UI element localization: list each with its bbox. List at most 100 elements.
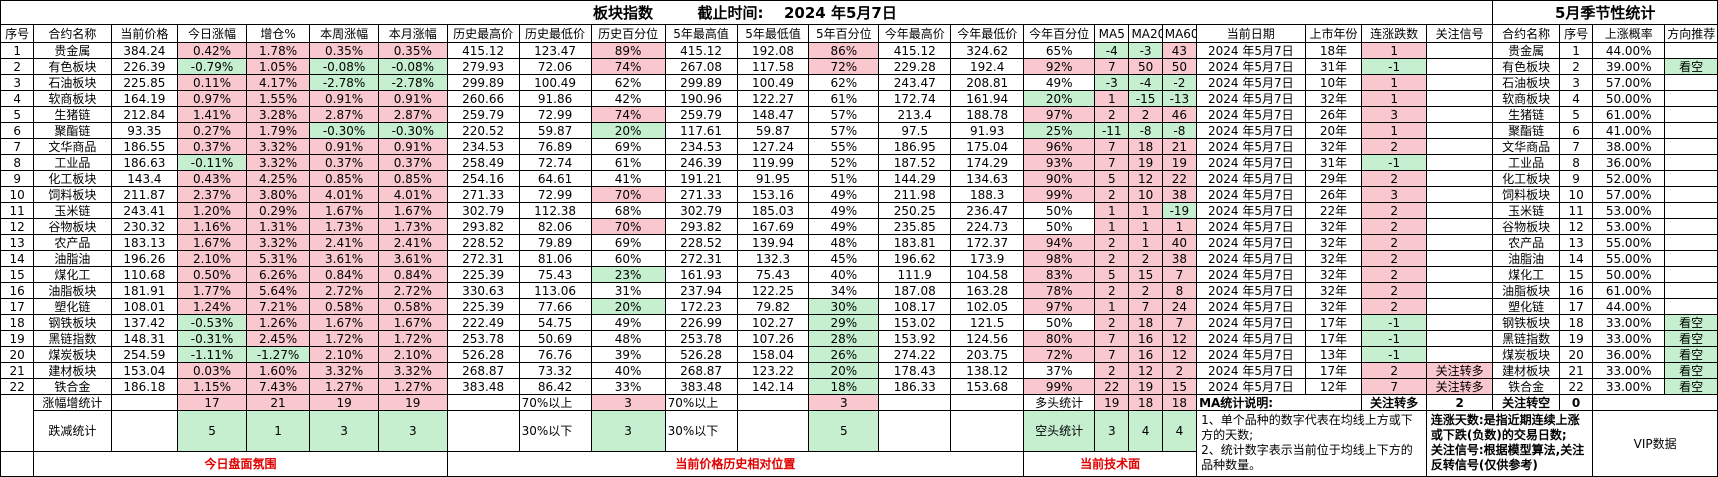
table-cell: 1.16% [177, 218, 247, 235]
table-cell: 122.27 [736, 90, 810, 107]
table-cell: 油脂油 [33, 250, 112, 267]
table-cell: 2 [1361, 234, 1427, 251]
table-cell: 302.79 [664, 202, 738, 219]
table-cell: 3.32% [245, 138, 311, 155]
table-cell: 建材板块 [33, 362, 112, 379]
table-cell: 石油板块 [1492, 74, 1560, 91]
table-cell: 2 [1094, 186, 1130, 203]
table-cell: 102.05 [950, 298, 1025, 315]
rise-week: 19 [309, 394, 379, 411]
table-cell: 7 [1161, 266, 1198, 283]
table-row: 19 黑链指数 148.31 -0.31% 2.45% 1.72% 1.72% 253.78 5… [0, 330, 1718, 347]
table-cell: 2024 年5月7日 [1196, 58, 1306, 75]
table-cell: 2024 年5月7日 [1196, 314, 1306, 331]
table-cell: 121.5 [950, 314, 1025, 331]
table-cell: 324.62 [950, 42, 1025, 59]
table-cell: 137.42 [110, 314, 179, 331]
table-cell: 2.45% [245, 330, 311, 347]
table-cell: 1 [1128, 234, 1163, 251]
table-cell: 2 [1361, 202, 1427, 219]
cutoff-date: 2024 年5月7日 [783, 3, 897, 22]
table-cell [1425, 202, 1494, 219]
ma-note-2: 2、统计数字表示当前位于均线上下方的品种数量。 [1201, 443, 1413, 472]
table-cell [1425, 154, 1494, 171]
table-cell: 196.62 [878, 250, 952, 267]
table-cell: 聚酯链 [1492, 122, 1560, 139]
table-cell: 10 [0, 186, 35, 203]
table-cell [1664, 106, 1718, 123]
table-cell: 102.27 [736, 314, 810, 331]
table-cell: 7 [0, 138, 35, 155]
table-cell: -1.11% [177, 346, 247, 363]
header-cell: 当前日期 [1196, 24, 1306, 43]
table-cell: 0.58% [309, 298, 379, 315]
table-cell: 建材板块 [1492, 362, 1560, 379]
table-cell: 贵金属 [33, 42, 112, 59]
table-cell: 272.31 [446, 250, 520, 267]
table-cell: 4.01% [309, 186, 379, 203]
table-cell: 12 [0, 218, 35, 235]
table-cell: 172.37 [950, 234, 1025, 251]
table-cell: -0.31% [177, 330, 247, 347]
table-cell: 60% [590, 250, 666, 267]
hist-above-label: 70%以上 [518, 394, 592, 411]
table-cell: 2 [1094, 250, 1130, 267]
table-cell: 61% [590, 154, 666, 171]
header-cell: 历史最低价 [518, 24, 592, 43]
table-cell: 190.96 [664, 90, 738, 107]
table-cell: 9 [1558, 170, 1594, 187]
table-cell: 0.84% [309, 266, 379, 283]
table-cell: 50 [1161, 58, 1198, 75]
table-cell: 7.43% [245, 378, 311, 395]
table-cell: 254.16 [446, 170, 520, 187]
table-cell: 161.94 [950, 90, 1025, 107]
table-cell [1664, 186, 1718, 203]
table-cell: 293.82 [446, 218, 520, 235]
table-row: 11 玉米链 243.41 1.20% 0.29% 1.67% 1.67% 302.79 112… [0, 202, 1718, 219]
bull-label: 多头统计 [1023, 394, 1096, 411]
table-cell: 191.21 [664, 170, 738, 187]
table-cell: 2024 年5月7日 [1196, 90, 1306, 107]
fall-week: 3 [309, 410, 379, 452]
table-cell: 22 [0, 378, 35, 395]
table-cell: 64.61 [518, 170, 592, 187]
table-cell [1664, 282, 1718, 299]
table-row: 14 油脂油 196.26 2.10% 5.31% 3.61% 3.61% 272.31 81.… [0, 250, 1718, 267]
title-spacer [0, 0, 592, 25]
table-cell: 271.33 [446, 186, 520, 203]
table-cell: 3.61% [377, 250, 448, 267]
table-cell: 188.78 [950, 106, 1025, 123]
table-cell: 1.05% [245, 58, 311, 75]
table-cell: 48% [808, 234, 880, 251]
table-cell: -0.30% [377, 122, 448, 139]
table-cell: 212.84 [110, 106, 179, 123]
table-cell: 8 [0, 154, 35, 171]
table-cell: 41% [590, 170, 666, 187]
table-cell: 234.53 [446, 138, 520, 155]
table-cell: 226.39 [110, 58, 179, 75]
table-cell: 225.39 [446, 266, 520, 283]
header-cell: 今年最低价 [950, 24, 1025, 43]
table-cell: 72.99 [518, 106, 592, 123]
table-cell [1425, 282, 1494, 299]
bear-label: 空头统计 [1023, 410, 1096, 452]
table-cell: 0.91% [377, 138, 448, 155]
table-row: 3 石油板块 225.85 0.11% 4.17% -2.78% -2.78% 299.89 1… [0, 74, 1718, 91]
table-cell: 21 [1558, 362, 1594, 379]
table-cell: 1.73% [377, 218, 448, 235]
table-cell: 32年 [1304, 298, 1363, 315]
table-cell: 53.00% [1592, 202, 1666, 219]
table-cell [1664, 170, 1718, 187]
table-cell: 68% [590, 202, 666, 219]
table-cell: 19 [1128, 154, 1163, 171]
table-row: 2 有色板块 226.39 -0.79% 1.05% -0.08% -0.08% 279.93… [0, 58, 1718, 75]
table-cell: 274.22 [878, 346, 952, 363]
table-cell: 174.29 [950, 154, 1025, 171]
table-cell: 268.87 [664, 362, 738, 379]
header-cell: MA60 [1161, 24, 1198, 43]
fall-today: 5 [177, 410, 247, 452]
table-row: 13 农产品 183.13 1.67% 3.32% 2.41% 2.41% 228.52 79.… [0, 234, 1718, 251]
table-cell: 415.12 [664, 42, 738, 59]
season-title: 5月季节性统计 [1492, 0, 1718, 25]
table-cell: 50% [1023, 314, 1096, 331]
